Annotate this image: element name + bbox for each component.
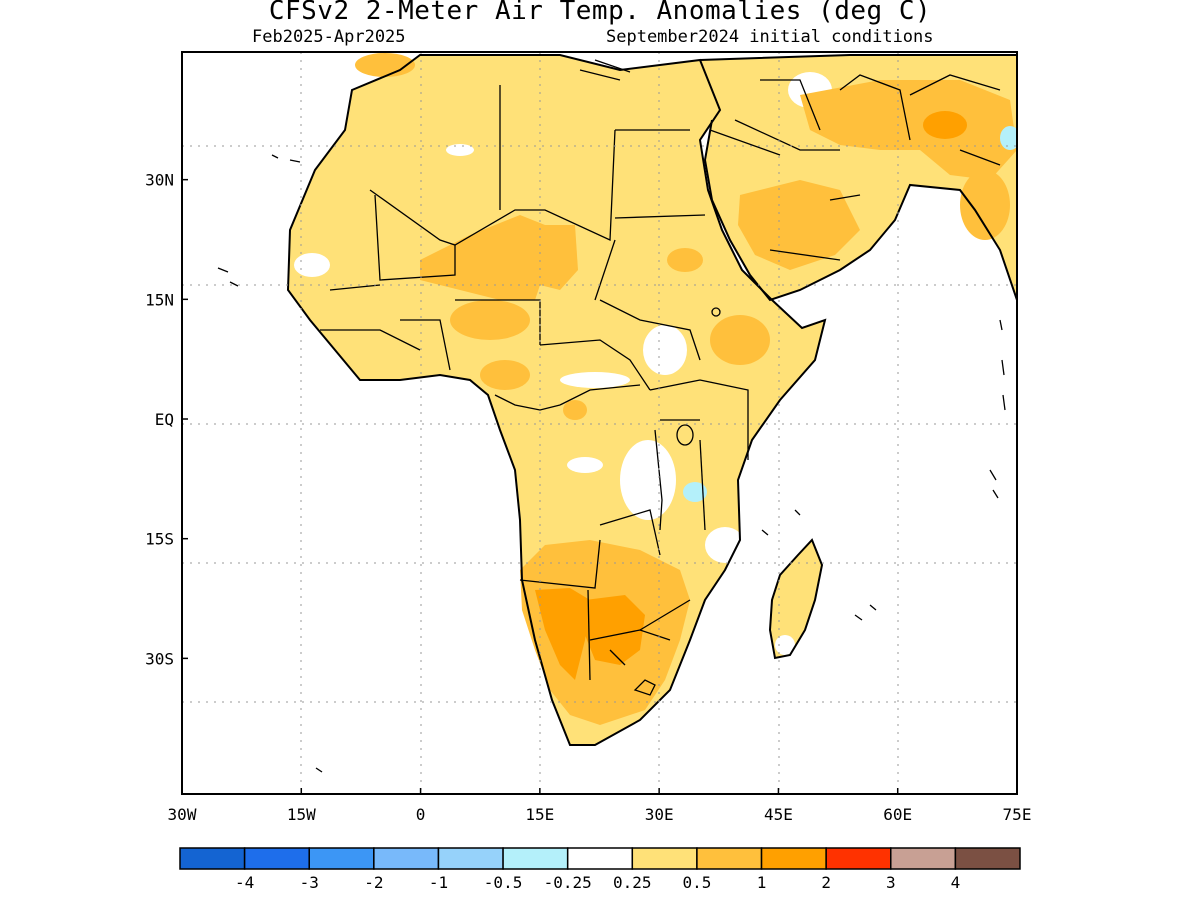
lakes [676, 307, 721, 446]
lat-tick-label: 30N [145, 171, 174, 190]
colorbar-label: -1 [429, 873, 448, 892]
colorbar-label: 3 [886, 873, 896, 892]
colorbar-label: 0.5 [682, 873, 711, 892]
latitude-axis: 30N 15N EQ 15S 30S [145, 171, 188, 668]
lon-tick-label: 30W [168, 805, 197, 824]
colorbar-label: -2 [364, 873, 383, 892]
colorbar-swatch [760, 847, 827, 870]
colorbar-swatch [243, 847, 310, 870]
map-plot-area [182, 52, 1017, 794]
colorbar: -4 -3 -2 -1 -0.5 -0.25 0.25 0.5 1 2 3 4 [179, 847, 1021, 892]
colorbar-label: -0.5 [484, 873, 523, 892]
lon-tick-label: 0 [416, 805, 426, 824]
cool-anomaly-region [683, 482, 707, 502]
map-title: CFSv2 2-Meter Air Temp. Anomalies (deg C… [268, 0, 932, 26]
colorbar-swatch [179, 847, 246, 870]
colorbar-swatch [890, 847, 957, 870]
map-gridlines [182, 52, 1017, 794]
lon-tick-label: 60E [883, 805, 912, 824]
coastlines [286, 54, 1017, 746]
colorbar-swatch [566, 847, 634, 870]
lat-tick-label: 30S [145, 649, 174, 668]
lon-tick-label: 15E [525, 805, 554, 824]
strong-warm-anomaly-regions [535, 111, 967, 680]
country-borders [320, 74, 1001, 696]
initial-conditions-label: September2024 initial conditions [606, 27, 934, 47]
lon-tick-label: 75E [1003, 805, 1032, 824]
madagascar-landmass [770, 540, 822, 658]
colorbar-swatch [631, 847, 698, 870]
forecast-period-label: Feb2025-Apr2025 [252, 27, 406, 47]
colorbar-swatch [696, 847, 763, 870]
lat-tick-label: EQ [155, 410, 174, 429]
longitude-axis: 30W 15W 0 15E 30E 45E 60E 75E [168, 788, 1032, 824]
colorbar-label: 2 [821, 873, 831, 892]
lon-tick-label: 45E [764, 805, 793, 824]
colorbar-swatch [373, 847, 440, 870]
colorbar-swatch [437, 847, 504, 870]
lon-tick-label: 30E [645, 805, 674, 824]
colorbar-swatch [308, 847, 375, 870]
colorbar-swatch [825, 847, 892, 870]
colorbar-label: 0.25 [613, 873, 652, 892]
colorbar-label: -3 [300, 873, 319, 892]
colorbar-swatch [502, 847, 569, 870]
lat-tick-label: 15N [145, 290, 174, 309]
colorbar-label: -0.25 [544, 873, 592, 892]
islands [217, 59, 1006, 773]
colorbar-swatch [954, 847, 1021, 870]
cool-anomaly-region-himalaya [1000, 126, 1017, 150]
lat-tick-label: 15S [145, 530, 174, 549]
colorbar-label: 4 [951, 873, 961, 892]
map-frame [181, 51, 1018, 795]
lon-tick-label: 15W [287, 805, 316, 824]
colorbar-label: 1 [757, 873, 767, 892]
colorbar-label: -4 [235, 873, 254, 892]
